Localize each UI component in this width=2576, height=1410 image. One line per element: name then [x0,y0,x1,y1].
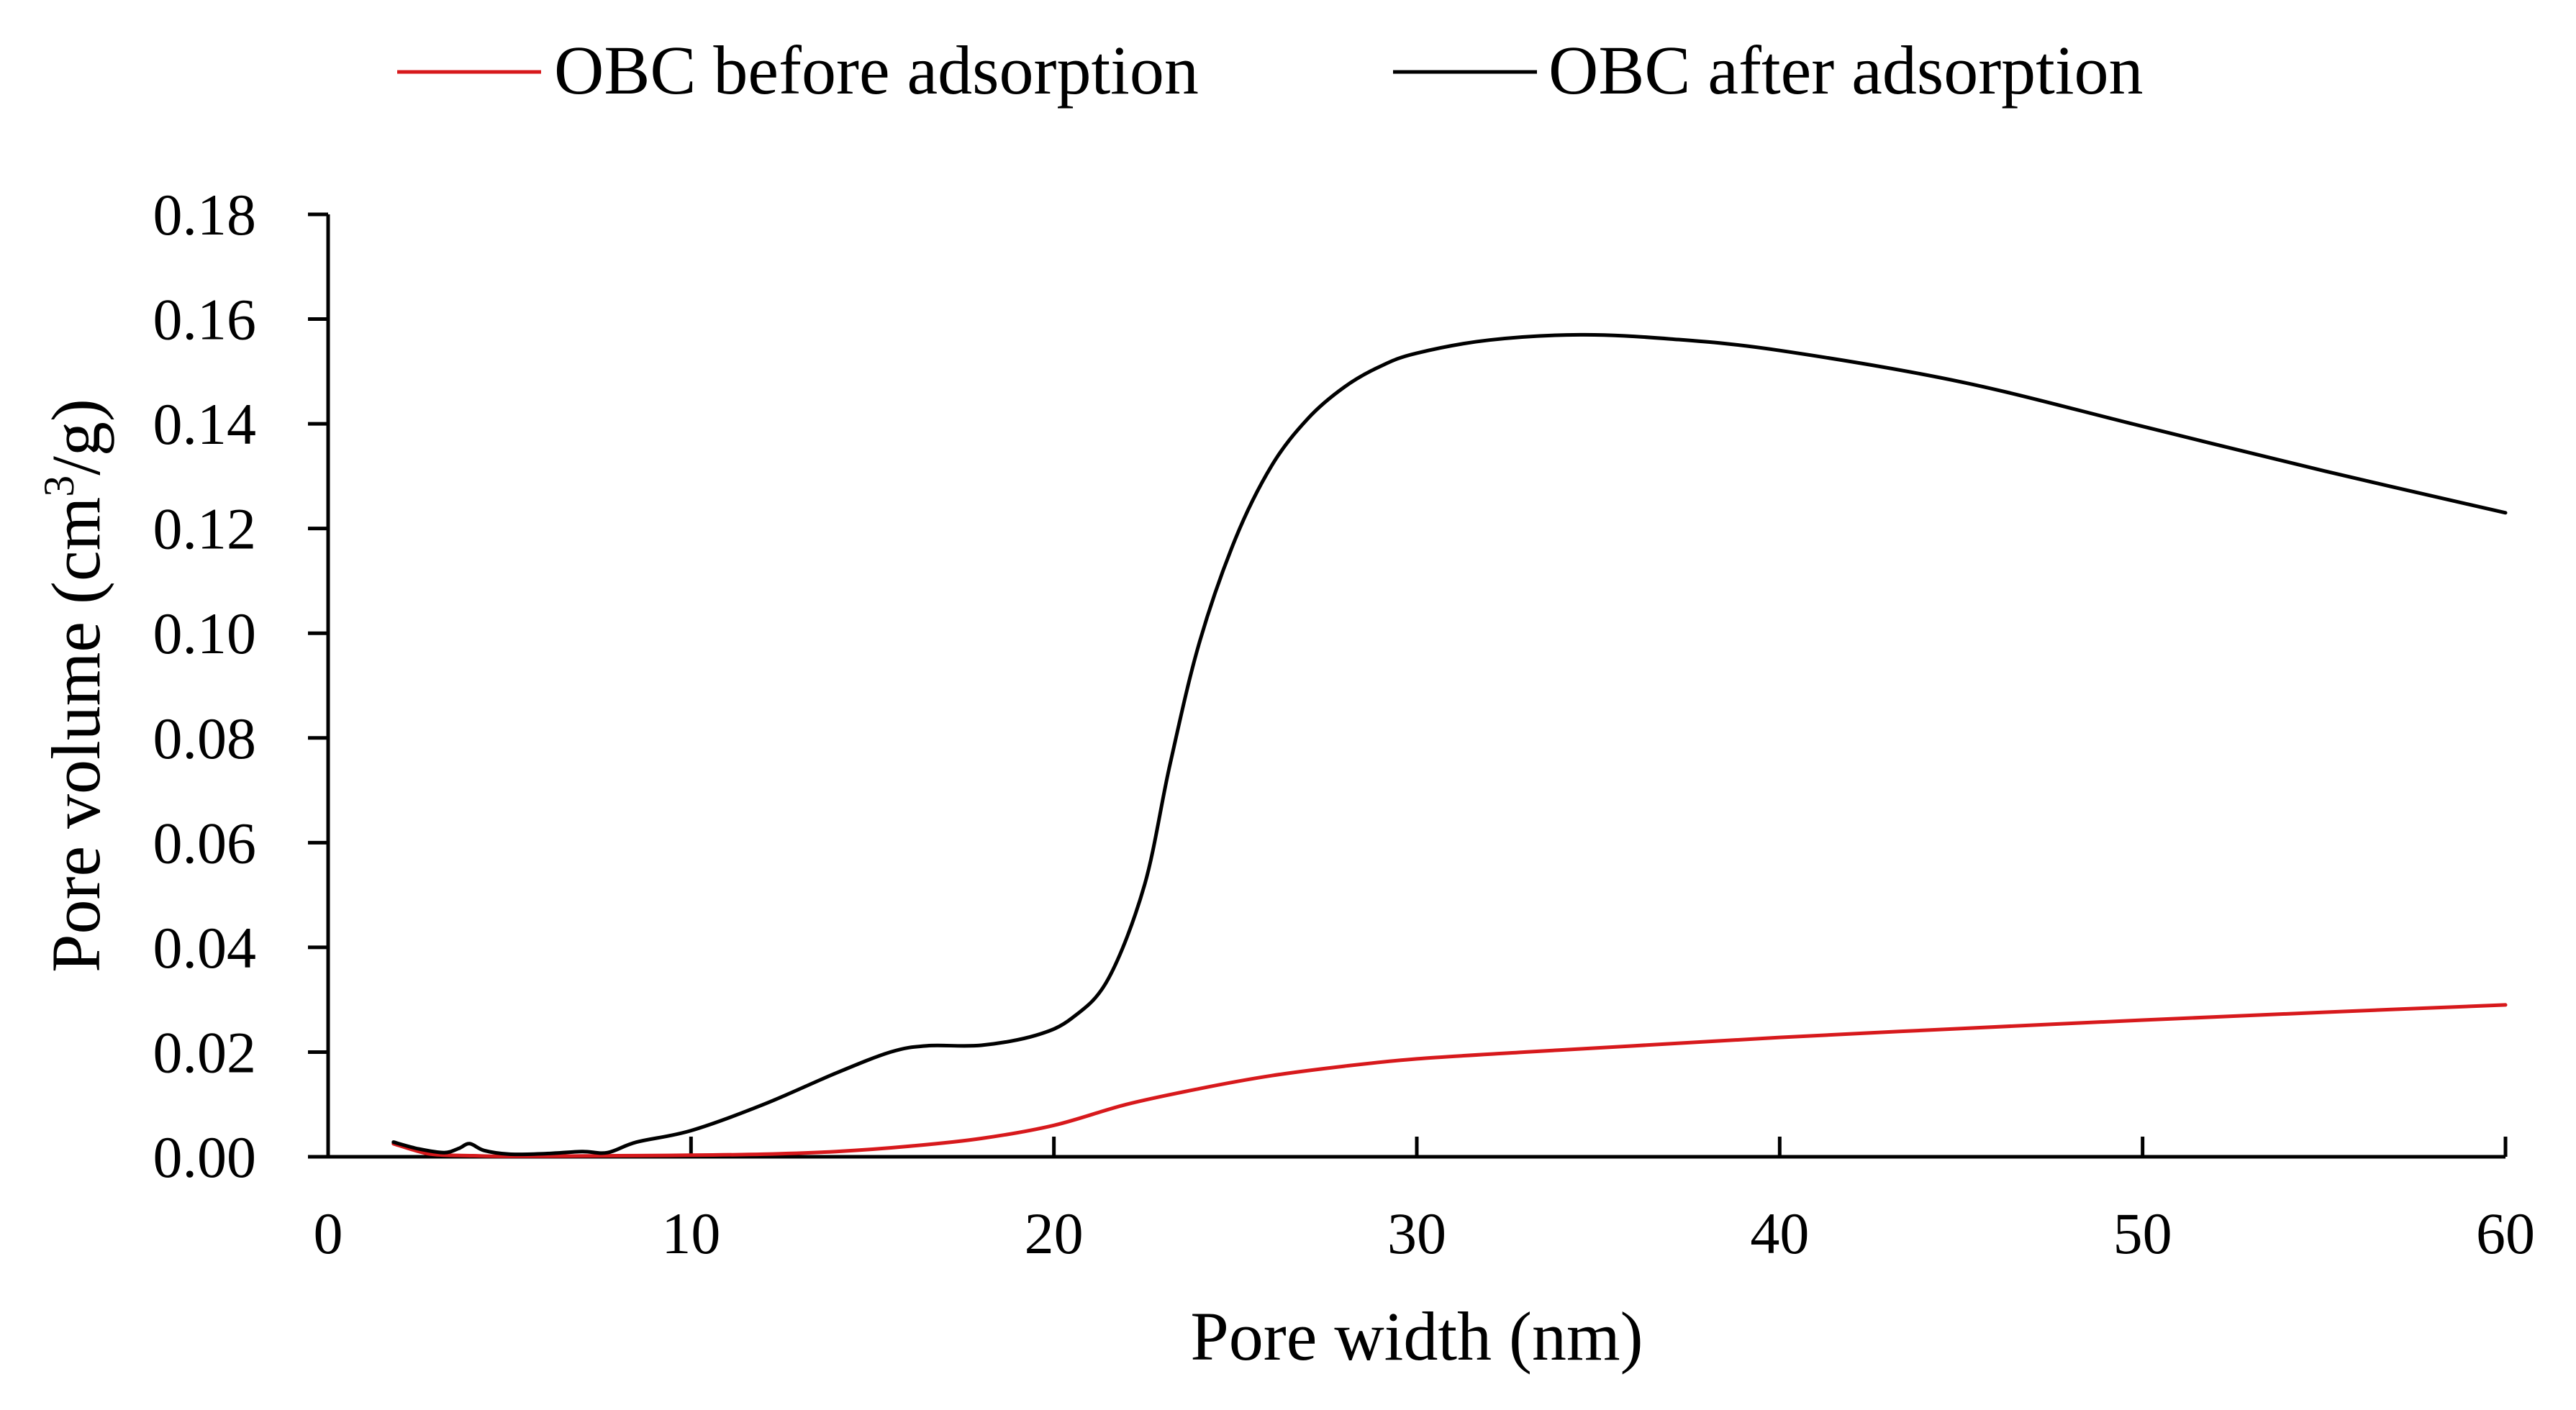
y-axis-title-end: /g) [37,399,114,476]
x-tick-label: 10 [661,1201,720,1266]
y-tick-label: 0.16 [153,287,257,352]
y-tick-label: 0.18 [153,182,257,247]
x-tick-label: 60 [2476,1201,2535,1266]
y-tick-label: 0.10 [153,601,257,666]
x-tick-label: 0 [314,1201,343,1266]
x-tick-label: 30 [1387,1201,1446,1266]
x-axis-title: Pore width (nm) [1190,1298,1643,1375]
series-line-before-adsorption [391,1003,2508,1158]
x-tick-label: 20 [1025,1201,1084,1266]
y-axis-title-main: Pore volume (cm [37,497,114,973]
x-tick-label: 40 [1750,1201,1809,1266]
y-ticks: 0.00 0.02 0.04 0.06 0.08 0.10 0.12 0.14 0.16 0.18 [153,182,328,1190]
y-tick-label: 0.04 [153,915,257,981]
series-layer [391,332,2508,1158]
y-axis-title-superscript: 3 [35,476,83,497]
legend: OBC before adsorption OBC after adsorpti… [397,32,2144,109]
x-ticks: 0 10 20 30 40 50 60 [314,1137,2535,1266]
y-tick-label: 0.12 [153,496,257,562]
x-tick-label: 50 [2113,1201,2172,1266]
y-axis-title: Pore volume (cm3/g) [35,399,114,973]
legend-label-after: OBC after adsorption [1548,32,2144,109]
y-tick-label: 0.02 [153,1019,257,1085]
y-tick-label: 0.08 [153,706,257,771]
y-tick-label: 0.00 [153,1124,257,1190]
y-tick-label: 0.06 [153,810,257,875]
axes: 0.00 0.02 0.04 0.06 0.08 0.10 0.12 0.14 0.16 0.18… [153,182,2536,1266]
y-tick-label: 0.14 [153,391,257,457]
series-line-after-adsorption [391,332,2508,1157]
legend-label-before: OBC before adsorption [554,32,1199,109]
